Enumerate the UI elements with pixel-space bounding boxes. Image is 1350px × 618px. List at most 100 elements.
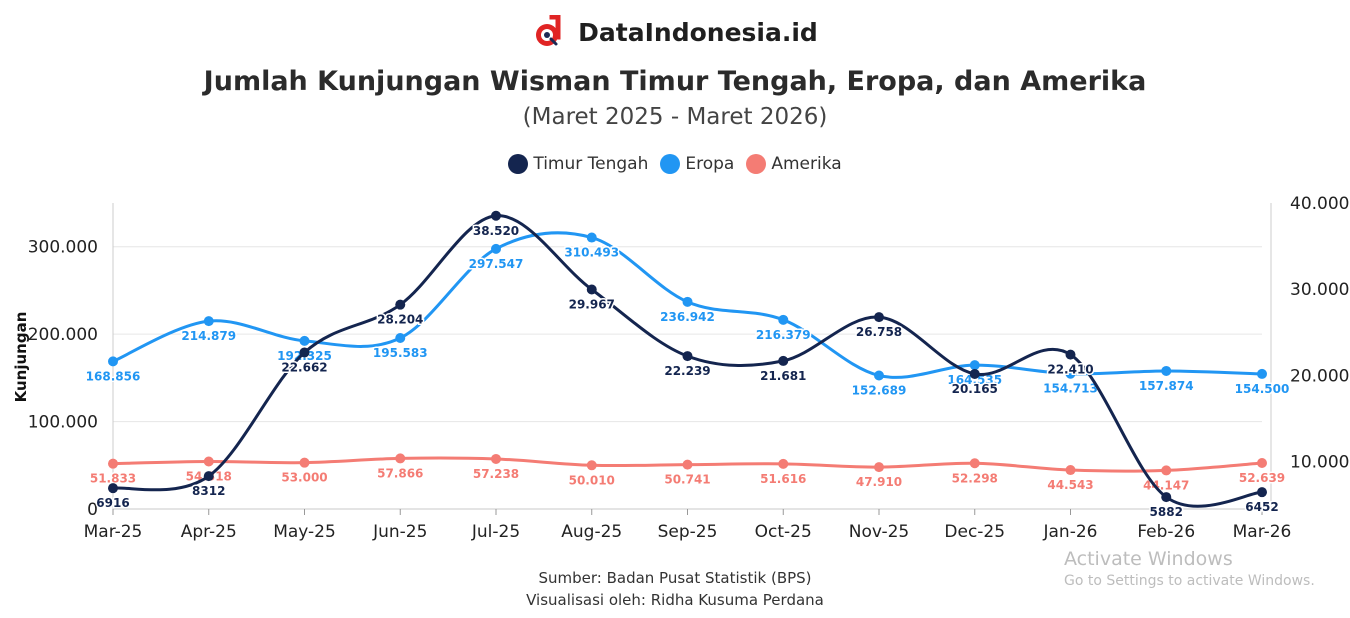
data-label-amerika: 51.833 (90, 472, 136, 486)
data-label-eropa: 216.379 (756, 328, 811, 342)
data-point-eropa (969, 360, 980, 371)
legend-marker-icon (508, 154, 529, 174)
x-tick-label: Oct-25 (755, 522, 812, 542)
data-point-amerika (969, 458, 980, 469)
data-label-amerika: 51.616 (760, 472, 806, 486)
data-point-amerika (586, 460, 597, 471)
x-tick-label: Mar-26 (1233, 522, 1292, 542)
data-label-amerika: 52.298 (952, 471, 998, 485)
x-tick-label: Jul-25 (471, 522, 520, 542)
data-label-amerika: 47.910 (856, 475, 902, 489)
data-label-amerika: 57.238 (473, 467, 519, 481)
data-point-timur-tengah (1161, 492, 1172, 503)
legend-marker-icon (660, 154, 681, 174)
legend-item-amerika[interactable]: Amerika (746, 154, 842, 174)
legend-label: Timur Tengah (533, 154, 649, 174)
data-label-timur-tengah: 5882 (1150, 505, 1183, 519)
y-left-tick-label: 200.000 (28, 325, 98, 345)
data-point-eropa (395, 333, 406, 344)
legend-item-eropa[interactable]: Eropa (660, 154, 734, 174)
credit-note: Visualisasi oleh: Ridha Kusuma Perdana (526, 591, 824, 609)
y-left-tick-label: 0 (87, 500, 98, 520)
x-tick-label: Apr-25 (181, 522, 237, 542)
chart-subtitle: (Maret 2025 - Maret 2026) (522, 104, 828, 130)
data-label-eropa: 168.856 (86, 369, 141, 383)
data-label-eropa: 310.493 (564, 246, 619, 260)
data-label-timur-tengah: 22.662 (281, 360, 327, 374)
data-label-timur-tengah: 20.165 (952, 382, 998, 396)
data-point-timur-tengah (491, 210, 501, 221)
source-note: Sumber: Badan Pusat Statistik (BPS) (538, 569, 812, 587)
data-label-timur-tengah: 38.520 (473, 224, 519, 238)
x-tick-label: Sep-25 (658, 522, 718, 542)
data-label-timur-tengah: 28.204 (377, 313, 423, 327)
data-point-timur-tengah (682, 351, 693, 362)
data-label-eropa: 157.874 (1139, 379, 1194, 393)
y-left-tick-label: 300.000 (28, 238, 98, 258)
data-point-timur-tengah (1257, 487, 1267, 498)
data-point-eropa (1161, 365, 1172, 376)
x-tick-label: May-25 (273, 522, 336, 542)
x-tick-label: Feb-26 (1137, 522, 1195, 542)
data-label-timur-tengah: 26.758 (856, 325, 902, 339)
data-label-timur-tengah: 22.410 (1047, 363, 1093, 377)
y-right-tick-label: 10.000 (1290, 453, 1349, 473)
legend-label: Eropa (685, 154, 735, 174)
data-point-eropa (203, 316, 214, 327)
data-label-eropa: 214.879 (181, 329, 236, 343)
data-point-timur-tengah (874, 312, 884, 323)
brand-header: DataIndonesia.id (0, 12, 1350, 52)
x-tick-label: Aug-25 (561, 522, 622, 542)
y-right-tick-label: 30.000 (1290, 280, 1349, 300)
y-axis-title: Kunjungan (12, 312, 30, 403)
y-left-tick-label: 100.000 (28, 413, 98, 433)
data-label-amerika: 44.147 (1143, 478, 1189, 492)
x-tick-label: Mar-25 (84, 522, 143, 542)
legend-label: Amerika (771, 154, 842, 174)
legend-marker-icon (746, 154, 767, 174)
data-label-eropa: 236.942 (660, 310, 715, 324)
data-point-amerika (299, 457, 310, 468)
x-tick-label: Jun-25 (372, 522, 427, 542)
windows-activation-watermark: Activate Windows (1064, 548, 1233, 570)
data-point-timur-tengah (969, 368, 980, 379)
data-point-amerika (874, 462, 884, 473)
data-point-amerika (491, 453, 501, 464)
data-point-eropa (682, 296, 693, 307)
data-label-eropa: 297.547 (469, 257, 524, 271)
data-point-eropa (108, 356, 118, 367)
data-point-timur-tengah (586, 284, 597, 295)
data-point-timur-tengah (1065, 349, 1076, 360)
data-label-amerika: 52.639 (1239, 471, 1285, 485)
data-label-amerika: 53.000 (281, 471, 327, 485)
data-point-timur-tengah (395, 299, 406, 310)
data-point-eropa (491, 243, 501, 254)
data-point-eropa (299, 335, 310, 346)
data-point-timur-tengah (203, 471, 214, 482)
data-point-eropa (586, 232, 597, 243)
y-right-tick-label: 20.000 (1290, 366, 1349, 386)
data-point-eropa (778, 314, 789, 325)
data-point-timur-tengah (778, 355, 789, 366)
data-label-eropa: 154.500 (1235, 382, 1290, 396)
data-label-amerika: 50.741 (664, 473, 710, 487)
data-label-eropa: 152.689 (852, 384, 907, 398)
data-label-timur-tengah: 6916 (96, 496, 129, 510)
data-label-amerika: 50.010 (569, 473, 615, 487)
data-point-amerika (395, 453, 406, 464)
data-label-timur-tengah: 29.967 (569, 297, 615, 311)
legend-item-timur-tengah[interactable]: Timur Tengah (508, 154, 648, 174)
data-point-eropa (874, 370, 884, 381)
data-label-amerika: 57.866 (377, 466, 423, 480)
data-label-amerika: 44.543 (1047, 478, 1093, 492)
data-point-amerika (108, 458, 118, 469)
data-label-timur-tengah: 21.681 (760, 369, 806, 383)
data-label-timur-tengah: 22.239 (664, 364, 710, 378)
data-point-amerika (778, 458, 789, 469)
data-point-timur-tengah (108, 483, 118, 494)
data-point-amerika (1257, 457, 1267, 468)
x-tick-label: Nov-25 (849, 522, 910, 542)
data-label-eropa: 195.583 (373, 346, 428, 360)
windows-activation-hint: Go to Settings to activate Windows. (1064, 573, 1315, 589)
